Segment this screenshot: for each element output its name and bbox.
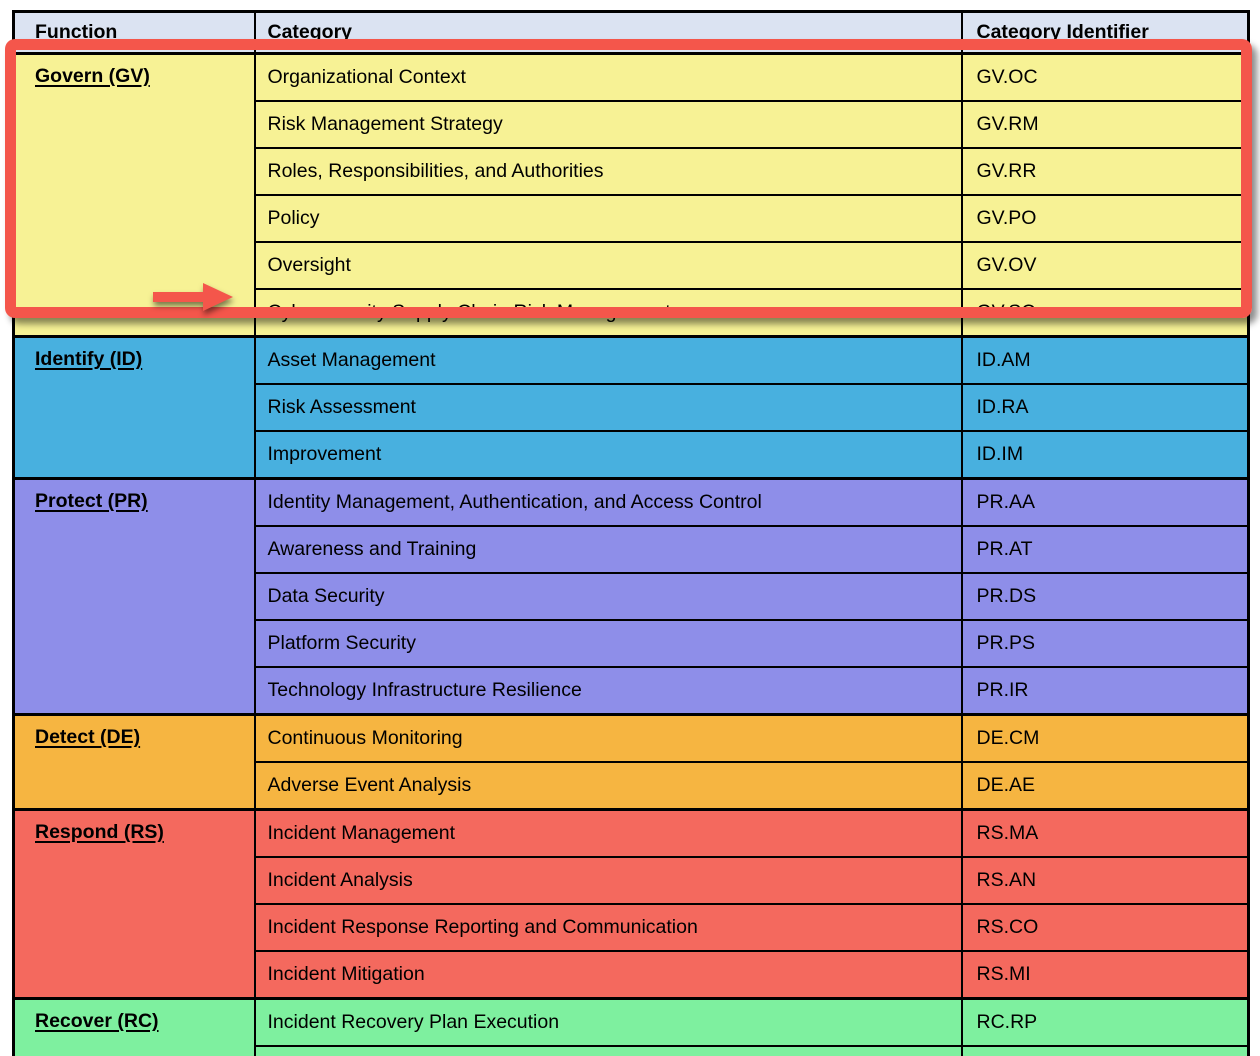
column-header-category-identifier: Category Identifier	[960, 10, 1250, 55]
category-cell: Awareness and Training	[253, 525, 963, 574]
function-label: Protect (PR)	[35, 490, 148, 512]
table-row: Incident Analysis RS.AN	[14, 856, 1250, 905]
table-row: Respond (RS) Incident Management RS.MA	[12, 808, 1250, 1000]
function-label: Recover (RC)	[35, 1010, 159, 1032]
category-cell: Asset Management	[253, 335, 963, 385]
section-recover: Recover (RC) Incident Recovery Plan Exec…	[12, 997, 1250, 1056]
function-label: Detect (DE)	[35, 726, 141, 748]
identifier-cell: RC.RP	[960, 997, 1250, 1047]
category-cell: Technology Infrastructure Resilience	[253, 666, 963, 716]
header-row: Function Category Category Identifier	[12, 10, 1250, 55]
table-row: Policy GV.PO	[14, 194, 1250, 243]
identifier-cell: PR.AT	[960, 525, 1250, 574]
identifier-cell: GV.OC	[960, 52, 1250, 102]
category-cell: Incident Analysis	[253, 856, 963, 905]
function-cell-identify: Identify (ID)	[12, 335, 256, 480]
identifier-cell: DE.AE	[960, 761, 1250, 811]
category-cell: Incident Response Reporting and Communic…	[253, 903, 963, 952]
section-identify: Identify (ID) Asset Management ID.AM Ris…	[12, 335, 1250, 480]
identifier-cell: RS.CO	[960, 903, 1250, 952]
table-row: Detect (DE) Continuous Monitoring DE.CM	[12, 713, 1250, 811]
table-row: Roles, Responsibilities, and Authorities…	[14, 147, 1250, 196]
function-label: Respond (RS)	[35, 821, 164, 843]
column-header-category: Category	[253, 10, 963, 55]
function-cell-protect: Protect (PR)	[12, 477, 256, 716]
category-cell: Adverse Event Analysis	[253, 761, 963, 811]
column-header-function: Function	[12, 10, 256, 55]
identifier-cell: RS.MA	[960, 808, 1250, 858]
function-label: Identify (ID)	[35, 348, 143, 370]
identifier-cell: ID.IM	[960, 430, 1250, 480]
category-cell: Incident Management	[253, 808, 963, 858]
identifier-cell: PR.AA	[960, 477, 1250, 527]
identifier-cell: PR.PS	[960, 619, 1250, 668]
category-cell: Incident Mitigation	[253, 950, 963, 1000]
identifier-cell: RC.CO	[960, 1045, 1250, 1056]
category-cell: Roles, Responsibilities, and Authorities	[253, 147, 963, 196]
category-cell: Risk Assessment	[253, 383, 963, 432]
category-cell: Cybersecurity Supply Chain Risk Manageme…	[253, 288, 963, 338]
table-row: Recover (RC) Incident Recovery Plan Exec…	[12, 997, 1250, 1056]
section-govern: Govern (GV) Organizational Context GV.OC…	[12, 52, 1250, 338]
category-cell: Continuous Monitoring	[253, 713, 963, 763]
category-cell: Identity Management, Authentication, and…	[253, 477, 963, 527]
section-detect: Detect (DE) Continuous Monitoring DE.CM …	[12, 713, 1250, 811]
identifier-cell: GV.OV	[960, 241, 1250, 290]
identifier-cell: GV.RR	[960, 147, 1250, 196]
identifier-cell: GV.PO	[960, 194, 1250, 243]
table-row: Data Security PR.DS	[14, 572, 1250, 621]
function-cell-respond: Respond (RS)	[12, 808, 256, 1000]
table-row: Incident Recovery Communication RC.CO	[14, 1045, 1250, 1056]
table-row: Incident Mitigation RS.MI	[14, 950, 1250, 1000]
category-cell: Risk Management Strategy	[253, 100, 963, 149]
category-cell: Improvement	[253, 430, 963, 480]
identifier-cell: GV.RM	[960, 100, 1250, 149]
table-header: Function Category Category Identifier	[12, 10, 1250, 55]
table-row: Adverse Event Analysis DE.AE	[14, 761, 1250, 811]
identifier-cell: RS.MI	[960, 950, 1250, 1000]
table-row: Awareness and Training PR.AT	[14, 525, 1250, 574]
identifier-cell: GV.SC	[960, 288, 1250, 338]
csf-functions-categories-table: Function Category Category Identifier Go…	[12, 10, 1250, 1056]
section-protect: Protect (PR) Identity Management, Authen…	[12, 477, 1250, 716]
section-respond: Respond (RS) Incident Management RS.MA I…	[12, 808, 1250, 1000]
table-row: Oversight GV.OV	[14, 241, 1250, 290]
table-row: Platform Security PR.PS	[14, 619, 1250, 668]
identifier-cell: PR.IR	[960, 666, 1250, 716]
table-row: Incident Response Reporting and Communic…	[14, 903, 1250, 952]
function-cell-detect: Detect (DE)	[12, 713, 256, 811]
category-cell: Incident Recovery Communication	[253, 1045, 963, 1056]
category-cell: Platform Security	[253, 619, 963, 668]
function-label: Govern (GV)	[35, 65, 150, 87]
table-row: Risk Management Strategy GV.RM	[14, 100, 1250, 149]
table-row: Identify (ID) Asset Management ID.AM	[12, 335, 1250, 480]
category-cell: Data Security	[253, 572, 963, 621]
table-row: Govern (GV) Organizational Context GV.OC	[12, 52, 1250, 338]
category-cell: Organizational Context	[253, 52, 963, 102]
identifier-cell: ID.RA	[960, 383, 1250, 432]
table-row: Improvement ID.IM	[14, 430, 1250, 480]
table-row: Risk Assessment ID.RA	[14, 383, 1250, 432]
identifier-cell: RS.AN	[960, 856, 1250, 905]
identifier-cell: ID.AM	[960, 335, 1250, 385]
table-row: Protect (PR) Identity Management, Authen…	[12, 477, 1250, 716]
category-cell: Incident Recovery Plan Execution	[253, 997, 963, 1047]
category-cell: Policy	[253, 194, 963, 243]
function-cell-recover: Recover (RC)	[12, 997, 256, 1056]
identifier-cell: PR.DS	[960, 572, 1250, 621]
function-cell-govern: Govern (GV)	[12, 52, 256, 338]
identifier-cell: DE.CM	[960, 713, 1250, 763]
category-cell: Oversight	[253, 241, 963, 290]
table-row: Technology Infrastructure Resilience PR.…	[14, 666, 1250, 716]
